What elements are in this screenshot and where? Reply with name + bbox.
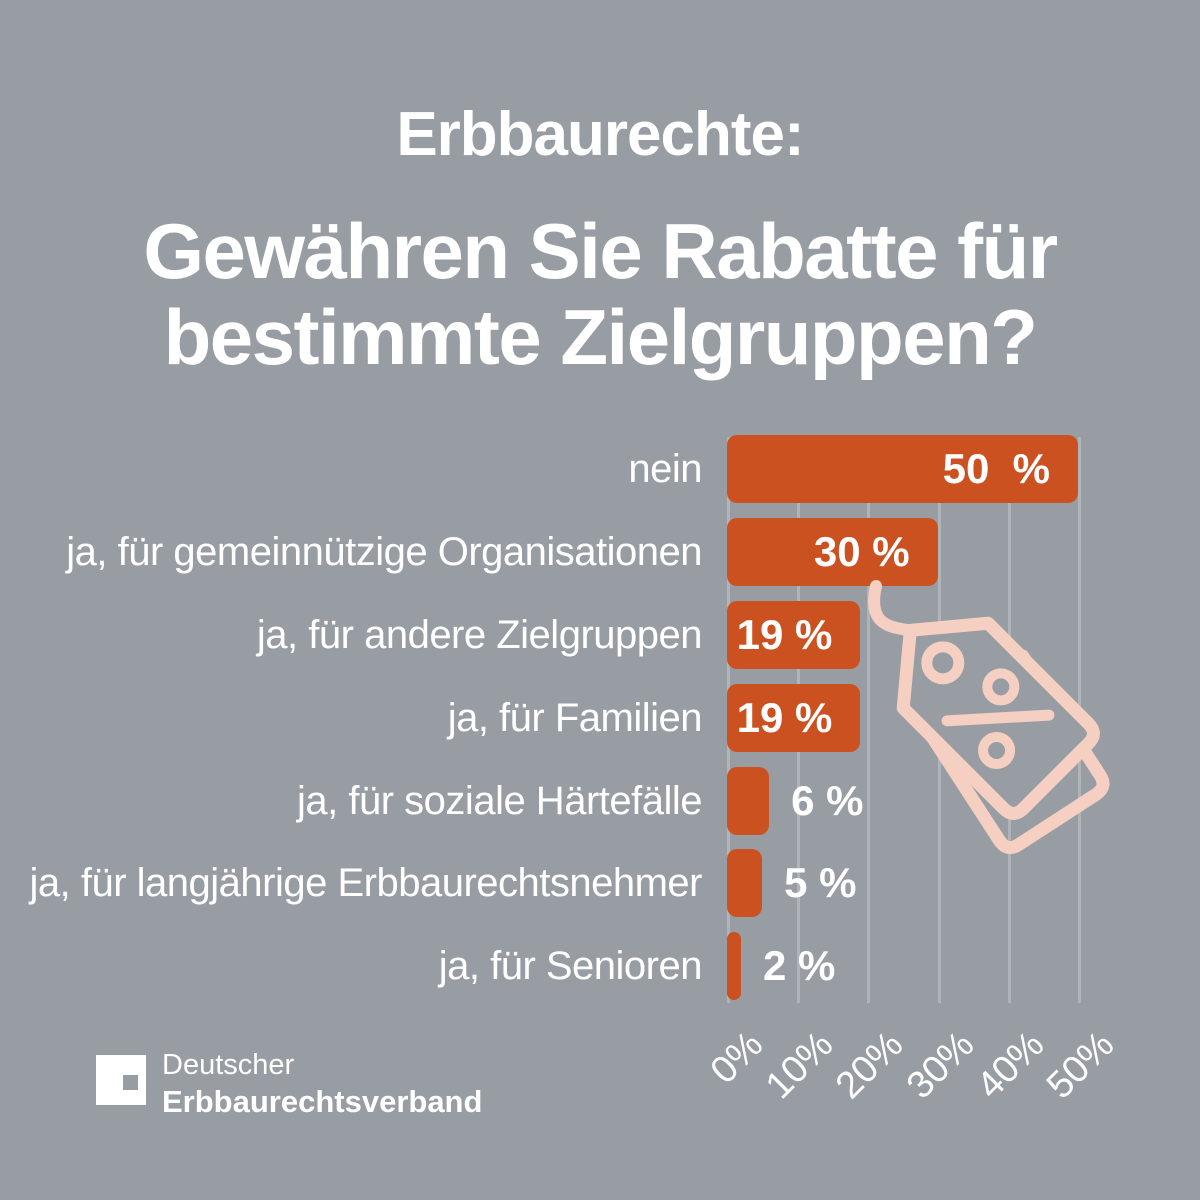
value-label: 50 % bbox=[942, 445, 1050, 493]
bar bbox=[727, 932, 742, 1001]
erbbaurechtsverband-logo-icon bbox=[96, 1055, 146, 1105]
value-label: 5 % bbox=[784, 859, 857, 907]
category-label: nein bbox=[628, 447, 702, 492]
x-tick-label: 30% bbox=[898, 1023, 982, 1108]
value-label: 19 % bbox=[736, 693, 833, 741]
bar-row: ja, für langjährige Erbbaurechtsnehmer 5… bbox=[0, 842, 1200, 925]
bar-row: ja, für Familien 19 % bbox=[0, 676, 1200, 759]
page-title-line1: Gewähren Sie Rabatte für bbox=[143, 207, 1058, 295]
page-title-line2: bestimmte Zielgruppen? bbox=[163, 293, 1038, 381]
x-tick-label: 10% bbox=[758, 1023, 842, 1108]
logo: Deutscher Erbbaurechtsverband bbox=[96, 1049, 483, 1119]
value-label: 2 % bbox=[763, 942, 836, 990]
logo-text-line2: Erbbaurechtsverband bbox=[162, 1083, 483, 1119]
bar bbox=[727, 766, 770, 835]
bar bbox=[727, 849, 763, 918]
bar-row: ja, für gemeinnützige Organisationen 30 … bbox=[0, 511, 1200, 594]
category-label: ja, für langjährige Erbbaurechtsnehmer bbox=[29, 861, 702, 906]
gridline-20 bbox=[867, 437, 871, 1003]
bar bbox=[727, 435, 1078, 504]
x-tick-label: 40% bbox=[968, 1023, 1053, 1108]
value-label: 6 % bbox=[791, 776, 864, 824]
bar-row: ja, für soziale Härtefälle 6 % bbox=[0, 759, 1200, 842]
x-tick-label: 0% bbox=[702, 1023, 772, 1093]
page-title: Gewähren Sie Rabatte für bestimmte Zielg… bbox=[0, 208, 1200, 380]
logo-text-line1: Deutscher bbox=[162, 1049, 295, 1081]
x-tick-label: 20% bbox=[828, 1023, 912, 1108]
category-label: ja, für andere Zielgruppen bbox=[256, 612, 703, 657]
value-label: 19 % bbox=[736, 610, 833, 658]
kicker-title: Erbbaurechte: bbox=[396, 100, 804, 169]
x-tick-label: 50% bbox=[1038, 1023, 1123, 1108]
bar bbox=[727, 683, 861, 752]
category-label: ja, für Familien bbox=[447, 695, 703, 740]
bar-row: ja, für andere Zielgruppen 19 % bbox=[0, 594, 1200, 677]
bar-row: nein 50 % bbox=[0, 428, 1200, 511]
category-label: ja, für Senioren bbox=[438, 944, 703, 989]
bar-chart: nein 50 % ja, für gemeinnützige Organisa… bbox=[0, 428, 1200, 1008]
bar bbox=[727, 518, 938, 587]
bar bbox=[727, 600, 861, 669]
category-label: ja, für soziale Härtefälle bbox=[297, 778, 702, 823]
category-label: ja, für gemeinnützige Organisationen bbox=[66, 530, 702, 575]
value-label: 30 % bbox=[813, 528, 910, 576]
bar-row: ja, für Senioren 2 % bbox=[0, 925, 1200, 1008]
